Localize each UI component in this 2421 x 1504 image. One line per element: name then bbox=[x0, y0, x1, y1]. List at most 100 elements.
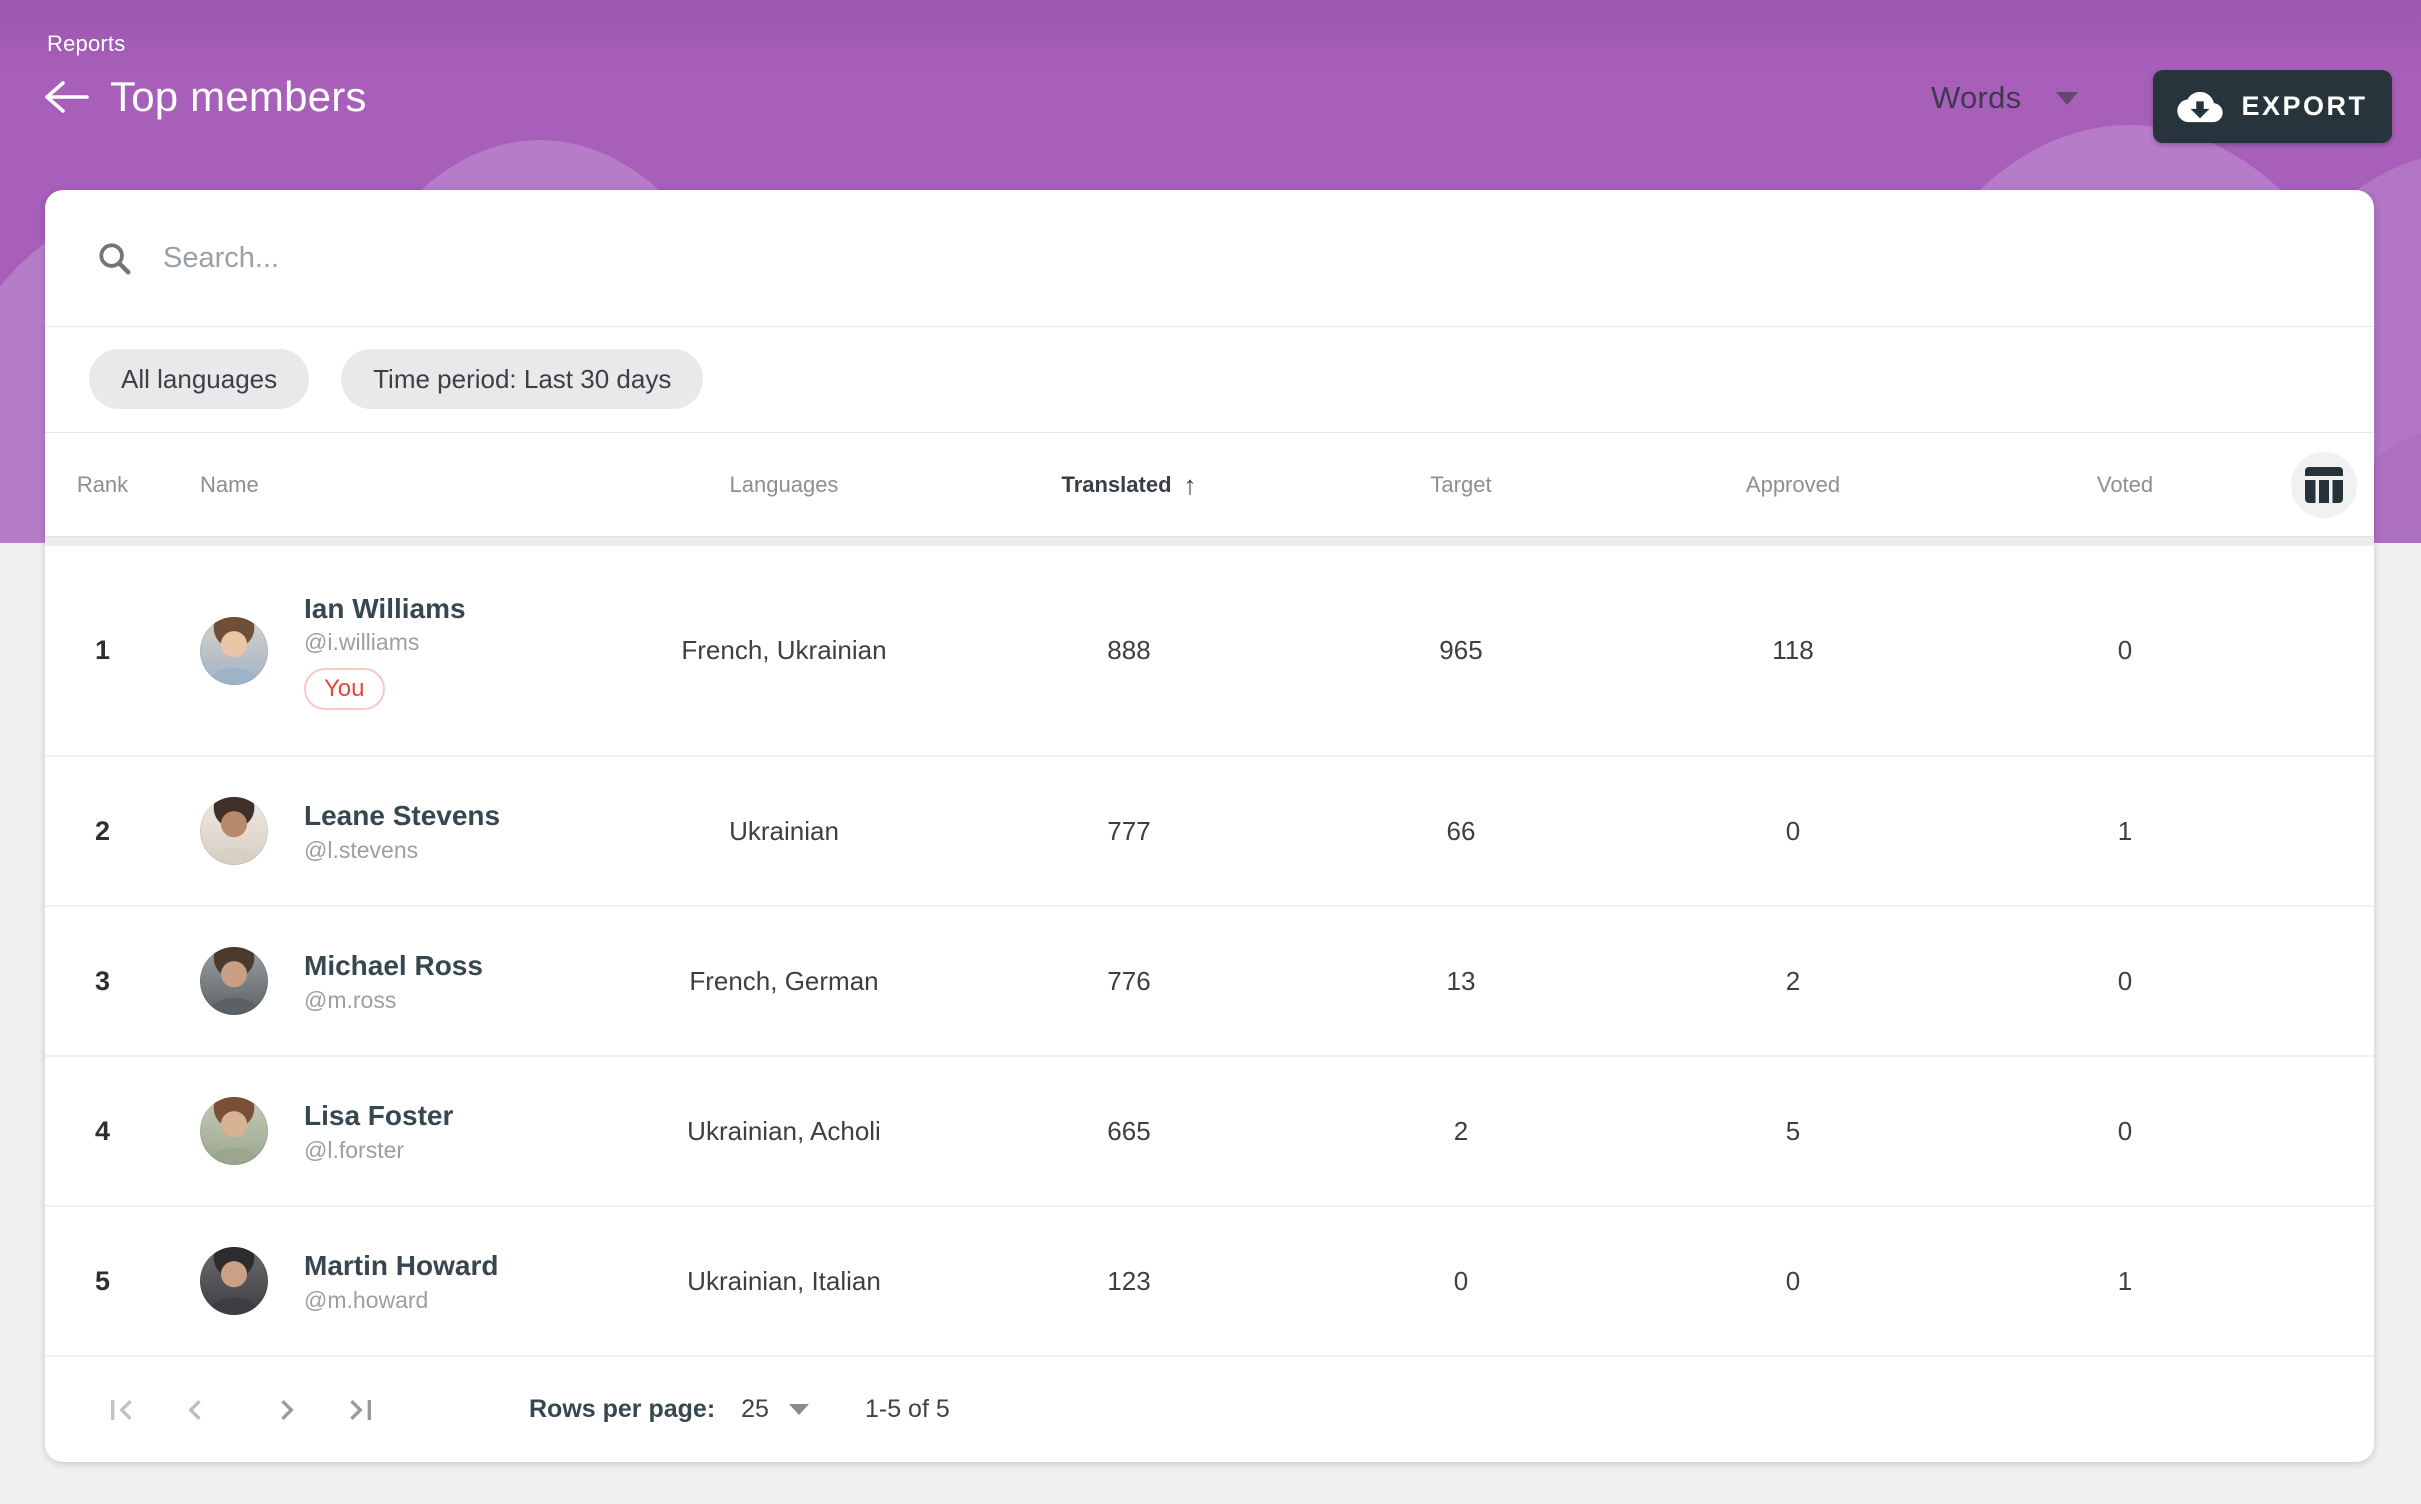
rows-per-page-select[interactable]: 25 bbox=[741, 1395, 809, 1424]
filter-chip-time-period[interactable]: Time period: Last 30 days bbox=[341, 349, 704, 410]
chevron-left-icon bbox=[188, 1399, 201, 1420]
member-cell: Ian Williams @i.williams You bbox=[160, 592, 605, 711]
approved-cell: 118 bbox=[1772, 635, 1814, 666]
voted-cell: 1 bbox=[2117, 815, 2133, 846]
search-icon bbox=[99, 243, 131, 275]
member-name: Ian Williams bbox=[304, 592, 466, 624]
next-page-button[interactable] bbox=[259, 1382, 315, 1438]
last-page-icon bbox=[350, 1399, 371, 1420]
approved-cell: 5 bbox=[1785, 1115, 1801, 1146]
column-header-rank[interactable]: Rank bbox=[76, 471, 129, 497]
column-header-translated[interactable]: Translated ↑ bbox=[963, 472, 1295, 498]
translated-cell: 888 bbox=[1107, 635, 1151, 666]
table-row[interactable]: 5 Martin Howard @m.howard Ukrainian, Ita… bbox=[45, 1207, 2374, 1358]
hero-top-shade bbox=[0, 0, 2421, 70]
report-unit-value: Words bbox=[1931, 80, 2022, 115]
voted-cell: 1 bbox=[2117, 1265, 2133, 1296]
first-page-button[interactable] bbox=[93, 1382, 149, 1438]
report-card: All languages Time period: Last 30 days … bbox=[45, 190, 2374, 1462]
avatar bbox=[200, 616, 268, 685]
export-button[interactable]: EXPORT bbox=[2153, 70, 2392, 143]
voted-cell: 0 bbox=[2117, 965, 2133, 996]
first-page-icon bbox=[111, 1399, 132, 1420]
search-input[interactable] bbox=[161, 240, 2334, 276]
target-cell: 66 bbox=[1446, 815, 1476, 846]
you-badge: You bbox=[304, 668, 385, 711]
last-page-button[interactable] bbox=[333, 1382, 389, 1438]
rows-per-page-label: Rows per page: bbox=[529, 1395, 716, 1424]
languages-cell: French, German bbox=[689, 965, 879, 996]
rank-cell: 2 bbox=[94, 815, 111, 846]
translated-cell: 777 bbox=[1107, 815, 1151, 846]
table-columns-icon bbox=[2305, 466, 2343, 503]
member-name: Michael Ross bbox=[304, 950, 483, 981]
approved-cell: 2 bbox=[1785, 965, 1801, 996]
member-cell: Martin Howard @m.howard bbox=[160, 1247, 605, 1316]
search-bar bbox=[45, 190, 2374, 328]
breadcrumb[interactable]: Reports bbox=[47, 31, 126, 56]
table-row[interactable]: 1 Ian Williams @i.williams You French, U… bbox=[45, 546, 2374, 758]
rank-cell: 4 bbox=[94, 1115, 111, 1146]
voted-cell: 0 bbox=[2117, 1115, 2133, 1146]
avatar bbox=[200, 1247, 268, 1316]
table-body: 1 Ian Williams @i.williams You French, U… bbox=[45, 546, 2374, 1358]
avatar bbox=[200, 1097, 268, 1166]
chevron-down-icon bbox=[788, 1404, 809, 1416]
member-username: @i.williams bbox=[304, 629, 420, 656]
filter-chips: All languages Time period: Last 30 days bbox=[45, 327, 2374, 433]
translated-cell: 776 bbox=[1107, 965, 1151, 996]
chevron-right-icon bbox=[281, 1399, 294, 1420]
column-header-languages[interactable]: Languages bbox=[729, 471, 839, 497]
translated-cell: 665 bbox=[1107, 1115, 1151, 1146]
column-header-translated-label: Translated bbox=[1061, 471, 1172, 497]
member-name: Lisa Foster bbox=[304, 1100, 454, 1131]
filter-chip-languages[interactable]: All languages bbox=[89, 349, 310, 410]
export-button-label: EXPORT bbox=[2241, 91, 2368, 121]
table-row[interactable]: 2 Leane Stevens @l.stevens Ukrainian 777… bbox=[45, 757, 2374, 908]
translated-cell: 123 bbox=[1107, 1265, 1151, 1296]
back-button[interactable] bbox=[42, 73, 90, 121]
languages-cell: French, Ukrainian bbox=[681, 635, 887, 666]
header-shadow-band bbox=[45, 537, 2374, 547]
arrow-left-icon bbox=[45, 81, 89, 113]
table-row[interactable]: 3 Michael Ross @m.ross French, German 77… bbox=[45, 907, 2374, 1058]
member-name: Leane Stevens bbox=[304, 800, 501, 831]
member-username: @l.forster bbox=[304, 1136, 405, 1163]
target-cell: 965 bbox=[1439, 635, 1483, 666]
page-title: Top members bbox=[110, 73, 367, 120]
column-header-target[interactable]: Target bbox=[1430, 471, 1492, 497]
previous-page-button[interactable] bbox=[167, 1382, 223, 1438]
column-settings-button[interactable] bbox=[2291, 451, 2357, 518]
column-header-name[interactable]: Name bbox=[200, 471, 259, 497]
member-cell: Michael Ross @m.ross bbox=[160, 947, 605, 1016]
member-username: @l.stevens bbox=[304, 836, 419, 863]
member-username: @m.ross bbox=[304, 986, 397, 1013]
languages-cell: Ukrainian, Italian bbox=[687, 1265, 881, 1296]
target-cell: 2 bbox=[1453, 1115, 1469, 1146]
rank-cell: 3 bbox=[94, 965, 111, 996]
languages-cell: Ukrainian, Acholi bbox=[687, 1115, 881, 1146]
column-header-approved[interactable]: Approved bbox=[1745, 471, 1841, 497]
languages-cell: Ukrainian bbox=[729, 815, 839, 846]
target-cell: 0 bbox=[1453, 1265, 1469, 1296]
rank-cell: 1 bbox=[94, 635, 111, 666]
sort-ascending-icon: ↑ bbox=[1183, 469, 1197, 500]
report-unit-select[interactable]: Words bbox=[1931, 80, 2078, 116]
approved-cell: 0 bbox=[1785, 815, 1801, 846]
column-header-voted[interactable]: Voted bbox=[2096, 471, 2154, 497]
member-cell: Leane Stevens @l.stevens bbox=[160, 797, 605, 866]
voted-cell: 0 bbox=[2117, 635, 2133, 666]
rows-per-page-value: 25 bbox=[741, 1395, 769, 1424]
chevron-down-icon bbox=[2055, 91, 2078, 105]
table-row[interactable]: 4 Lisa Foster @l.forster Ukrainian, Acho… bbox=[45, 1057, 2374, 1208]
cloud-download-icon bbox=[2177, 91, 2224, 122]
avatar bbox=[200, 797, 268, 866]
member-name: Martin Howard bbox=[304, 1250, 499, 1281]
target-cell: 13 bbox=[1446, 965, 1476, 996]
rank-cell: 5 bbox=[94, 1265, 111, 1296]
table-header: Rank Name Languages Translated ↑ Target … bbox=[45, 433, 2374, 538]
avatar bbox=[200, 947, 268, 1016]
member-cell: Lisa Foster @l.forster bbox=[160, 1097, 605, 1166]
pagination-range: 1-5 of 5 bbox=[864, 1395, 950, 1424]
